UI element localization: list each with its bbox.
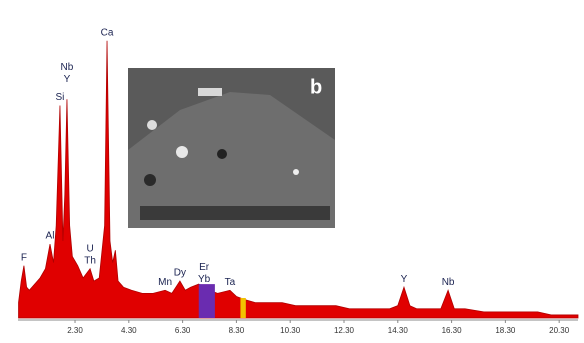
peak-label: Si [56,92,65,103]
spectrum-chart: 2.30 4.30 6.30 8.30 10.30 12.30 14.30 16.30 18.3… [0,0,584,343]
inset-bright-phase [293,169,299,175]
peak-label: Nb [442,277,455,288]
peak-label: Th [84,255,96,266]
x-tick-label: 16.30 [442,326,463,335]
x-tick-label: 20.30 [549,326,570,335]
roi-region [240,298,245,318]
inset-bright-phase [198,88,222,96]
inset-label: b [310,76,322,98]
peak-label: Y [64,74,71,85]
x-tick-label: 12.30 [334,326,355,335]
inset-pore [217,149,227,159]
inset-scale-bar [140,206,330,220]
peak-label: Dy [174,268,186,279]
x-tick-label: 4.30 [121,326,137,335]
x-tick-label: 6.30 [175,326,191,335]
x-tick-label: 2.30 [67,326,83,335]
peak-label: Mn [158,277,172,288]
x-tick-label: 8.30 [229,326,245,335]
inset-bright-phase [176,146,188,158]
roi-region [199,284,215,318]
x-tick-label: 14.30 [388,326,409,335]
x-tick-label: 18.30 [495,326,516,335]
peak-label: Ta [225,277,236,288]
peak-label: Er [199,262,210,273]
inset-bright-phase [147,120,157,130]
inset-image: b [128,68,335,228]
peak-label: Y [401,274,408,285]
peak-label: Yb [198,274,211,285]
peak-label: U [86,243,93,254]
peak-label: Al [46,231,55,242]
peak-label: F [21,252,27,263]
inset-pore [144,174,156,186]
x-tick-label: 10.30 [280,326,301,335]
peak-label: Ca [101,27,114,38]
peak-label: Nb [61,62,74,73]
